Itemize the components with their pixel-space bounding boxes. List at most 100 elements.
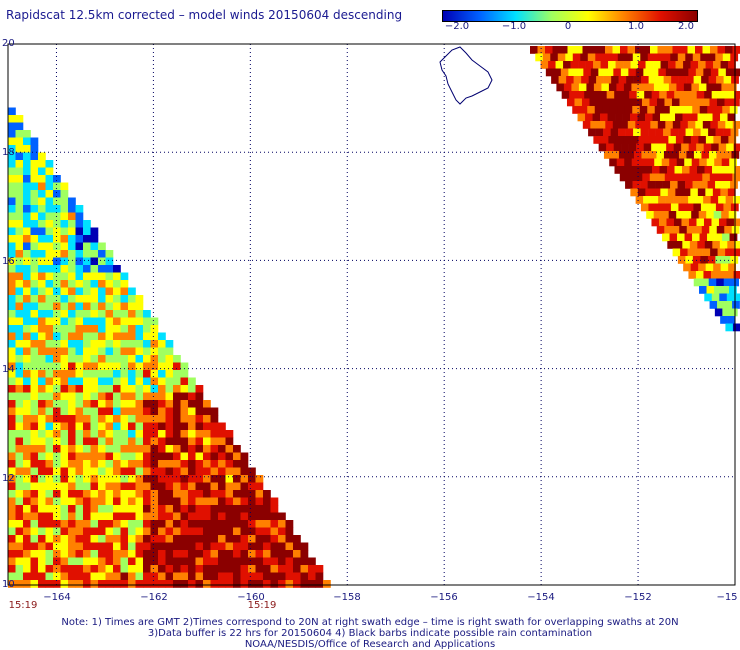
wind-diff-cell bbox=[225, 542, 234, 551]
wind-diff-cell bbox=[90, 400, 99, 408]
wind-diff-cell bbox=[23, 377, 31, 386]
wind-diff-cell bbox=[195, 572, 204, 581]
wind-diff-cell bbox=[30, 392, 39, 401]
wind-diff-cell bbox=[165, 415, 174, 423]
wind-diff-cell bbox=[23, 137, 31, 146]
wind-diff-cell bbox=[15, 445, 24, 453]
wind-diff-cell bbox=[722, 181, 731, 189]
wind-diff-cell bbox=[128, 467, 136, 476]
wind-diff-cell bbox=[551, 76, 559, 84]
wind-diff-cell bbox=[165, 520, 174, 528]
wind-diff-cell bbox=[714, 106, 723, 114]
wind-diff-cell bbox=[68, 422, 76, 431]
wind-diff-cell bbox=[45, 310, 54, 318]
wind-diff-cell bbox=[68, 452, 76, 461]
wind-diff-cell bbox=[15, 325, 24, 333]
wind-diff-cell bbox=[263, 542, 271, 551]
wind-diff-cell bbox=[300, 542, 309, 551]
wind-diff-cell bbox=[15, 310, 24, 318]
wind-diff-cell bbox=[38, 235, 46, 243]
wind-diff-cell bbox=[585, 61, 594, 69]
wind-diff-cell bbox=[105, 400, 114, 408]
wind-diff-cell bbox=[15, 422, 24, 431]
wind-diff-cell bbox=[23, 565, 31, 573]
wind-diff-cell bbox=[38, 302, 46, 311]
wind-diff-cell bbox=[83, 392, 91, 401]
wind-diff-cell bbox=[98, 242, 106, 251]
wind-diff-cell bbox=[674, 91, 682, 99]
wind-diff-cell bbox=[90, 505, 99, 513]
wind-diff-cell bbox=[195, 505, 204, 513]
wind-diff-cell bbox=[98, 325, 106, 333]
wind-diff-cell bbox=[53, 197, 61, 206]
wind-diff-cell bbox=[38, 220, 46, 228]
wind-diff-cell bbox=[203, 415, 211, 423]
wind-diff-cell bbox=[673, 196, 681, 204]
wind-diff-cell bbox=[68, 392, 76, 401]
wind-diff-cell bbox=[210, 565, 219, 573]
wind-diff-cell bbox=[150, 370, 159, 378]
wind-diff-cell bbox=[23, 572, 31, 581]
wind-diff-cell bbox=[158, 422, 166, 431]
wind-diff-cell bbox=[293, 572, 301, 581]
wind-diff-cell bbox=[68, 265, 76, 273]
wind-diff-cell bbox=[75, 430, 84, 438]
wind-diff-cell bbox=[572, 53, 581, 62]
wind-diff-cell bbox=[670, 181, 678, 189]
wind-diff-cell bbox=[588, 76, 597, 84]
wind-diff-cell bbox=[45, 235, 54, 243]
wind-diff-cell bbox=[135, 550, 144, 558]
wind-diff-cell bbox=[233, 550, 241, 558]
wind-diff-cell bbox=[75, 265, 84, 273]
wind-diff-cell bbox=[669, 158, 678, 167]
wind-diff-cell bbox=[173, 557, 181, 566]
wind-diff-cell bbox=[240, 565, 249, 573]
wind-diff-cell bbox=[8, 467, 16, 476]
wind-diff-cell bbox=[15, 265, 24, 273]
wind-diff-cell bbox=[128, 490, 136, 498]
wind-diff-cell bbox=[8, 340, 16, 348]
wind-diff-cell bbox=[98, 422, 106, 431]
wind-diff-cell bbox=[733, 271, 740, 279]
wind-diff-cell bbox=[90, 452, 99, 461]
wind-diff-cell bbox=[98, 482, 106, 491]
wind-diff-cell bbox=[263, 505, 271, 513]
wind-diff-cell bbox=[710, 196, 719, 204]
wind-diff-cell bbox=[128, 527, 136, 536]
wind-diff-cell bbox=[8, 220, 16, 228]
wind-diff-cell bbox=[60, 235, 69, 243]
wind-diff-cell bbox=[173, 392, 181, 401]
wind-diff-cell bbox=[83, 227, 91, 236]
wind-diff-cell bbox=[285, 572, 294, 581]
wind-diff-cell bbox=[662, 106, 671, 114]
wind-diff-cell bbox=[90, 490, 99, 498]
wind-diff-cell bbox=[75, 302, 84, 311]
wind-diff-cell bbox=[30, 212, 39, 221]
wind-diff-cell bbox=[705, 113, 713, 122]
wind-diff-cell bbox=[218, 422, 226, 431]
wind-diff-cell bbox=[537, 46, 546, 54]
wind-diff-cell bbox=[545, 68, 554, 77]
wind-diff-cell bbox=[278, 535, 286, 543]
wind-diff-cell bbox=[75, 317, 84, 326]
wind-diff-cell bbox=[188, 527, 196, 536]
wind-diff-cell bbox=[98, 580, 106, 588]
wind-diff-cell bbox=[701, 151, 710, 159]
wind-diff-cell bbox=[699, 106, 708, 114]
wind-diff-cell bbox=[68, 460, 76, 468]
wind-diff-cell bbox=[143, 415, 151, 423]
wind-diff-cell bbox=[30, 265, 39, 273]
wind-diff-cell bbox=[15, 175, 24, 183]
wind-diff-cell bbox=[75, 392, 84, 401]
wind-diff-cell bbox=[210, 445, 219, 453]
wind-diff-cell bbox=[705, 263, 714, 272]
wind-diff-cell bbox=[263, 527, 271, 536]
wind-diff-cell bbox=[143, 362, 151, 371]
wind-diff-cell bbox=[682, 113, 691, 122]
wind-diff-cell bbox=[732, 121, 740, 129]
wind-diff-cell bbox=[120, 415, 129, 423]
wind-diff-cell bbox=[555, 61, 564, 69]
wind-diff-cell bbox=[60, 467, 69, 476]
wind-diff-cell bbox=[128, 287, 136, 296]
wind-diff-cell bbox=[203, 542, 211, 551]
